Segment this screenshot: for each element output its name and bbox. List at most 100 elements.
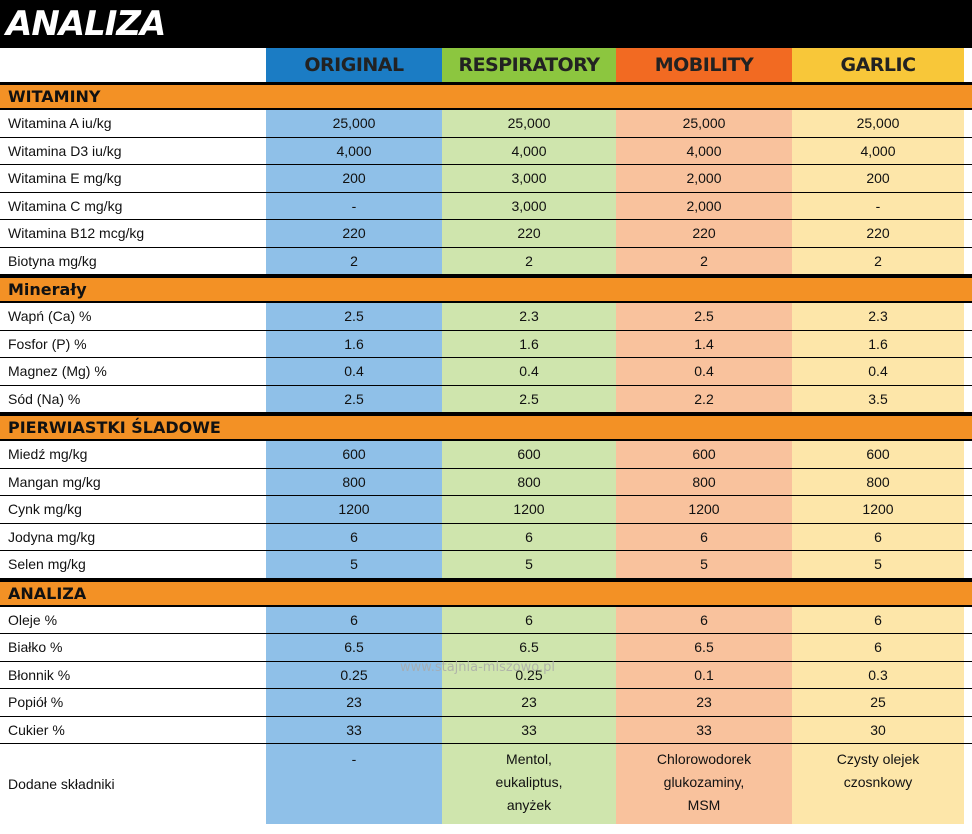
value-cell-respiratory: 4,000 <box>442 137 616 164</box>
table-row: Witamina A iu/kg 25,000 25,000 25,000 25,000 <box>0 110 972 138</box>
value-cell-original: 25,000 <box>266 110 442 137</box>
value-cell-mobility: 2,000 <box>616 165 792 192</box>
page-title: ANALIZA <box>0 0 972 48</box>
value-cell-respiratory: 6 <box>442 606 616 633</box>
ingredient-line: Chlorowodorek <box>656 751 752 767</box>
table-body: WITAMINY Witamina A iu/kg 25,000 25,000 25,0… <box>0 82 972 744</box>
value-cell-garlic: 6 <box>792 606 964 633</box>
value-cell-respiratory: 220 <box>442 220 616 247</box>
row-label: Witamina C mg/kg <box>0 192 266 219</box>
value-cell-mobility: 23 <box>616 689 792 716</box>
value-cell-garlic: 4,000 <box>792 137 964 164</box>
value-cell-mobility: 2.2 <box>616 385 792 412</box>
value-cell-garlic: 1200 <box>792 496 964 523</box>
value-cell-garlic: 0.3 <box>792 661 964 688</box>
value-cell-respiratory: 2.5 <box>442 385 616 412</box>
row-label: Oleje % <box>0 606 266 633</box>
column-header-garlic: GARLIC <box>792 48 964 82</box>
value-cell-garlic: 2 <box>792 247 964 274</box>
table-row: Jodyna mg/kg 6 6 6 6 <box>0 523 972 551</box>
ingredient-line: MSM <box>687 797 721 813</box>
value-cell-mobility: 25,000 <box>616 110 792 137</box>
value-cell-mobility: 6.5 <box>616 634 792 661</box>
row-label: Witamina E mg/kg <box>0 165 266 192</box>
ingredient-line: czosnkowy <box>843 774 913 790</box>
value-cell-garlic: 5 <box>792 551 964 578</box>
column-header-mobility: MOBILITY <box>616 48 792 82</box>
value-cell-original: 200 <box>266 165 442 192</box>
section-header: ANALIZA <box>0 578 972 607</box>
row-label: Fosfor (P) % <box>0 330 266 357</box>
value-cell-garlic: 25,000 <box>792 110 964 137</box>
header-spacer <box>0 48 266 82</box>
value-cell-original: 23 <box>266 689 442 716</box>
value-cell-original: 2 <box>266 247 442 274</box>
row-label: Jodyna mg/kg <box>0 523 266 550</box>
ingredient-line: glukozaminy, <box>663 774 745 790</box>
row-label: Witamina B12 mcg/kg <box>0 220 266 247</box>
value-cell-mobility: 2 <box>616 247 792 274</box>
value-cell-original: 6 <box>266 606 442 633</box>
value-cell-garlic: 30 <box>792 716 964 743</box>
ingredients-row: Dodane składniki - Mentol, eukaliptus, any… <box>0 744 972 824</box>
table-row: Białko % 6.5 6.5 6.5 6 <box>0 634 972 662</box>
value-cell-original: 5 <box>266 551 442 578</box>
section-header: PIERWIASTKI ŚLADOWE <box>0 413 972 441</box>
analysis-table: ORIGINAL RESPIRATORY MOBILITY GARLIC WIT… <box>0 48 972 824</box>
table-row: Biotyna mg/kg 2 2 2 2 <box>0 247 972 275</box>
value-cell-mobility: 4,000 <box>616 137 792 164</box>
row-label: Białko % <box>0 634 266 661</box>
value-cell-respiratory: 5 <box>442 551 616 578</box>
value-cell-original: 220 <box>266 220 442 247</box>
table-row: Popiół % 23 23 23 25 <box>0 689 972 717</box>
value-cell-respiratory: 600 <box>442 441 616 468</box>
value-cell-mobility: 33 <box>616 716 792 743</box>
value-cell-respiratory: 0.4 <box>442 358 616 385</box>
value-cell-respiratory: 6 <box>442 523 616 550</box>
row-label: Mangan mg/kg <box>0 468 266 495</box>
ingredient-line: - <box>351 751 357 767</box>
table-row: Witamina D3 iu/kg 4,000 4,000 4,000 4,000 <box>0 137 972 165</box>
value-cell-respiratory: 33 <box>442 716 616 743</box>
value-cell-respiratory: 1200 <box>442 496 616 523</box>
value-cell-garlic: 800 <box>792 468 964 495</box>
value-cell-original: 6 <box>266 523 442 550</box>
value-cell-mobility: 1200 <box>616 496 792 523</box>
value-cell-respiratory: 6.5 <box>442 634 616 661</box>
value-cell-garlic: 600 <box>792 441 964 468</box>
value-cell-original: 4,000 <box>266 137 442 164</box>
table-row: Sód (Na) % 2.5 2.5 2.2 3.5 <box>0 385 972 413</box>
value-cell-mobility: 6 <box>616 523 792 550</box>
value-cell-original: 1.6 <box>266 330 442 357</box>
value-cell-mobility: 600 <box>616 441 792 468</box>
value-cell-respiratory: 2.3 <box>442 303 616 330</box>
value-cell-respiratory: 800 <box>442 468 616 495</box>
row-label: Selen mg/kg <box>0 551 266 578</box>
value-cell-garlic: 220 <box>792 220 964 247</box>
table-row: Oleje % 6 6 6 6 <box>0 606 972 634</box>
value-cell-respiratory: 25,000 <box>442 110 616 137</box>
value-cell-original: 0.25 <box>266 661 442 688</box>
ingredients-cell-mobility: Chlorowodorek glukozaminy, MSM <box>616 744 792 824</box>
value-cell-original: 2.5 <box>266 303 442 330</box>
table-row: Miedź mg/kg 600 600 600 600 <box>0 441 972 469</box>
value-cell-original: 0.4 <box>266 358 442 385</box>
table-row: Witamina B12 mcg/kg 220 220 220 220 <box>0 220 972 248</box>
section-header: Minerały <box>0 275 972 303</box>
value-cell-garlic: 1.6 <box>792 330 964 357</box>
row-label: Witamina D3 iu/kg <box>0 137 266 164</box>
table-row: Cukier % 33 33 33 30 <box>0 716 972 744</box>
table-row: Mangan mg/kg 800 800 800 800 <box>0 468 972 496</box>
value-cell-original: 33 <box>266 716 442 743</box>
table-row: Witamina C mg/kg -3,000 2,000- <box>0 192 972 220</box>
table-row: Błonnik % 0.25 0.25 0.1 0.3 <box>0 661 972 689</box>
value-cell-respiratory: 2 <box>442 247 616 274</box>
value-cell-garlic: - <box>792 192 964 219</box>
value-cell-original: 1200 <box>266 496 442 523</box>
value-cell-respiratory: 0.25 <box>442 661 616 688</box>
value-cell-mobility: 0.4 <box>616 358 792 385</box>
column-header-original: ORIGINAL <box>266 48 442 82</box>
watermark: www.stajnia-miszowo.pl <box>400 660 555 675</box>
value-cell-respiratory: 3,000 <box>442 192 616 219</box>
value-cell-garlic: 6 <box>792 523 964 550</box>
